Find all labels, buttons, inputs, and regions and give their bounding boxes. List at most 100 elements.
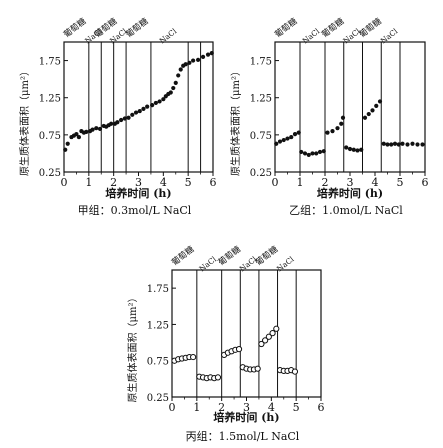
x-tick-label: 3	[347, 176, 354, 189]
x-tick-label: 4	[268, 401, 275, 414]
phase-label-1: 葡萄糖	[169, 244, 196, 269]
data-point	[265, 333, 272, 340]
phase-label-1: 葡萄糖	[273, 16, 300, 41]
data-point	[269, 330, 276, 337]
data-point	[351, 147, 356, 152]
x-tick-label: 2	[322, 176, 329, 189]
data-point	[150, 103, 155, 108]
x-tick-label: 0	[169, 401, 176, 414]
x-tick-label: 1	[85, 176, 92, 189]
data-point	[355, 148, 360, 153]
data-point	[133, 110, 139, 115]
data-point	[126, 115, 131, 120]
data-point	[410, 141, 415, 146]
data-point	[176, 73, 181, 78]
data-point	[141, 106, 146, 111]
data-point	[362, 115, 368, 120]
chart-caption: 甲组：0.3mol/L NaCl	[78, 203, 192, 217]
chart-caption: 丙组：1.5mol/L NaCl	[186, 429, 300, 443]
y-tick-label: 0.75	[39, 131, 61, 142]
data-point	[122, 116, 127, 121]
data-point	[74, 132, 79, 137]
y-tick-label: 1.25	[147, 320, 169, 331]
data-point	[381, 141, 386, 146]
y-tick-label: 0.25	[147, 393, 169, 404]
data-point	[389, 142, 394, 147]
data-point	[359, 147, 364, 152]
data-point	[302, 151, 308, 156]
data-point	[366, 111, 371, 117]
data-point	[310, 151, 315, 156]
data-point	[291, 368, 299, 375]
data-point	[281, 137, 286, 143]
x-tick-label: 1	[297, 176, 304, 189]
y-tick-label: 1.25	[39, 94, 61, 105]
data-point	[209, 51, 214, 56]
y-axis-label: 原生质体表面积（μm²）	[126, 293, 139, 403]
data-point	[214, 374, 222, 381]
data-point	[258, 340, 265, 348]
x-tick-label: 6	[422, 176, 429, 189]
data-point	[145, 104, 150, 109]
data-point	[115, 120, 120, 125]
plot-frame	[171, 269, 322, 398]
data-point	[325, 130, 330, 135]
x-tick-label: 3	[243, 401, 250, 414]
x-tick-label: 3	[135, 176, 142, 189]
plot-frame	[274, 41, 426, 173]
data-point	[262, 337, 269, 344]
data-point	[97, 126, 103, 132]
data-point	[63, 147, 68, 152]
data-point	[347, 146, 353, 152]
data-point	[374, 103, 379, 108]
data-point	[173, 80, 178, 85]
data-point	[119, 117, 124, 123]
data-point	[299, 149, 304, 155]
data-point	[285, 136, 290, 141]
y-tick-label: 0.75	[147, 357, 169, 368]
data-point	[130, 112, 135, 117]
data-point	[94, 126, 99, 131]
data-point	[183, 62, 188, 67]
y-tick-label: 0.25	[39, 168, 61, 179]
data-point	[321, 149, 326, 154]
data-point	[289, 134, 294, 140]
x-tick-label: 2	[218, 401, 225, 414]
data-point	[317, 149, 323, 155]
x-tick-label: 4	[160, 176, 167, 189]
data-point	[296, 130, 301, 135]
y-axis-label: 原生质体表面积（μm²）	[18, 66, 31, 176]
data-point	[190, 353, 197, 361]
data-point	[205, 52, 211, 57]
x-tick-label: 1	[193, 401, 200, 414]
x-axis-label: 培养时间 (h)	[105, 186, 171, 200]
x-tick-label: 4	[372, 176, 379, 189]
data-point	[396, 142, 401, 147]
y-tick-label: 0.25	[250, 168, 272, 179]
y-tick-label: 1.75	[250, 57, 272, 68]
y-tick-label: 0.75	[250, 131, 272, 142]
data-point	[344, 145, 349, 150]
x-tick-label: 0	[272, 176, 279, 189]
y-tick-label: 1.75	[39, 57, 61, 68]
data-point	[187, 60, 192, 65]
data-point	[306, 152, 311, 158]
data-point	[377, 99, 383, 104]
data-point	[400, 141, 405, 146]
chart-caption: 乙组：1.0mol/L NaCl	[289, 203, 403, 217]
data-point	[273, 325, 280, 332]
data-point	[153, 100, 158, 106]
x-tick-label: 5	[397, 176, 404, 189]
x-axis-label: 培养时间 (h)	[213, 410, 279, 424]
data-point	[157, 99, 162, 104]
data-point	[200, 54, 206, 59]
data-point	[171, 85, 176, 91]
x-tick-label: 0	[61, 176, 68, 189]
x-tick-label: 2	[110, 176, 117, 189]
data-point	[292, 132, 298, 137]
phase-label-5: 葡萄糖	[124, 16, 151, 41]
data-point	[340, 115, 346, 120]
